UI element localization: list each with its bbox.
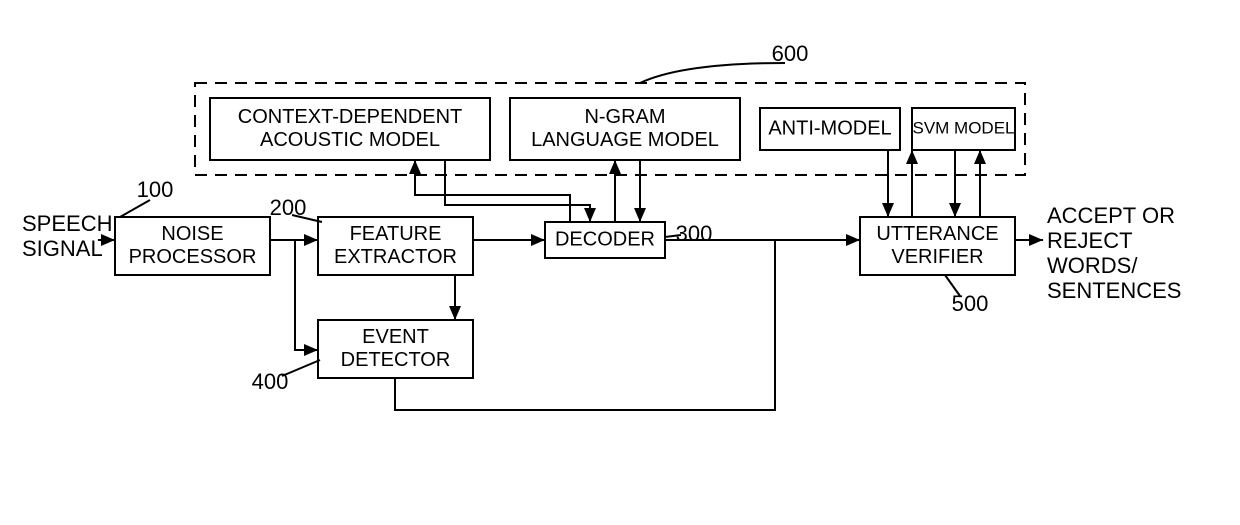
- input-label: SIGNAL: [22, 236, 103, 261]
- noise-down-event: [295, 240, 318, 350]
- noise-processor-label: NOISE: [161, 223, 223, 245]
- feature-extractor-label: EXTRACTOR: [334, 246, 457, 268]
- ref-600: 600: [772, 41, 809, 66]
- ref-200: 200: [270, 195, 307, 220]
- decoder-label: DECODER: [555, 228, 655, 250]
- ngram-model-label: LANGUAGE MODEL: [531, 129, 719, 151]
- feature-extractor-label: FEATURE: [350, 223, 442, 245]
- output-label: WORDS/: [1047, 253, 1138, 278]
- decoder-to-acoustic: [415, 160, 570, 222]
- ref-100: 100: [137, 177, 174, 202]
- acoustic-to-decoder: [445, 160, 590, 222]
- ref-500: 500: [952, 291, 989, 316]
- output-label: SENTENCES: [1047, 278, 1181, 303]
- noise-processor-label: PROCESSOR: [129, 246, 257, 268]
- ngram-model-label: N-GRAM: [584, 106, 665, 128]
- event-detector-label: EVENT: [362, 326, 429, 348]
- utterance-verifier-label: VERIFIER: [891, 246, 983, 268]
- anti-model-label: ANTI-MODEL: [768, 117, 891, 139]
- ref-300: 300: [676, 221, 713, 246]
- acoustic-model-label: ACOUSTIC MODEL: [260, 129, 440, 151]
- event-detector-label: DETECTOR: [341, 349, 451, 371]
- input-label: SPEECH: [22, 211, 112, 236]
- svm-model-label: SVM MODEL: [912, 118, 1014, 137]
- acoustic-model-label: CONTEXT-DEPENDENT: [238, 106, 462, 128]
- utterance-verifier-label: UTTERANCE: [876, 223, 998, 245]
- output-label: ACCEPT OR: [1047, 203, 1175, 228]
- ref-400: 400: [252, 369, 289, 394]
- output-label: REJECT: [1047, 228, 1133, 253]
